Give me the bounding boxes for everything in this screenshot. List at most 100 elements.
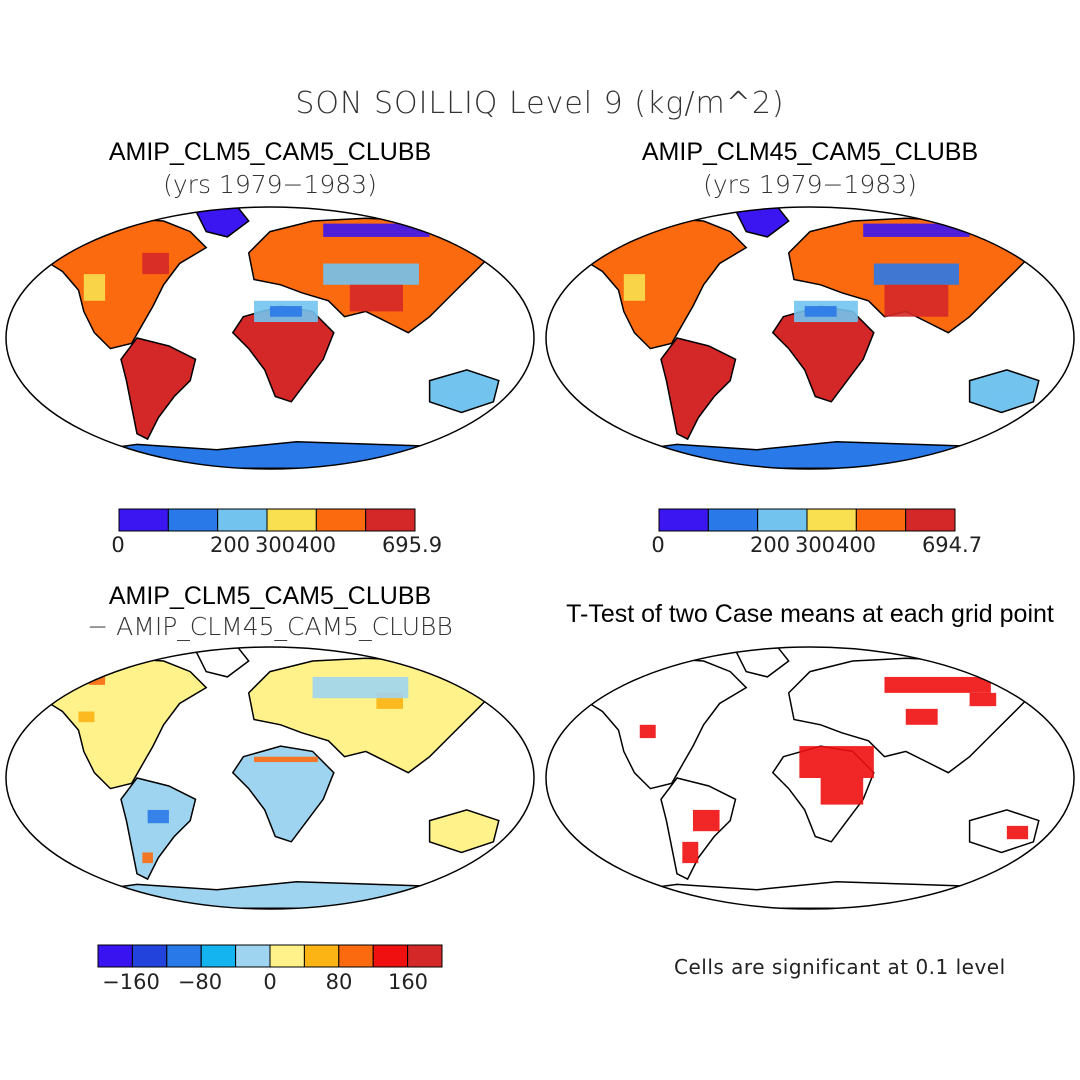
- map-border: [5, 646, 535, 910]
- panel-1-colorbar: [118, 508, 416, 532]
- value-patch: [323, 263, 419, 285]
- value-patch: [142, 252, 169, 275]
- colorbar-tick-label: 0: [651, 533, 665, 557]
- panel-1-colorbar-labels: 0 200 300 400 695.9: [0, 533, 540, 563]
- colorbar-swatch: [166, 944, 202, 968]
- colorbar-tick-label: −160: [102, 970, 160, 994]
- colorbar-swatch: [118, 508, 169, 532]
- panel-4-title: T-Test of two Case means at each grid po…: [566, 600, 1054, 628]
- colorbar-swatch: [855, 508, 907, 532]
- colorbar-swatch: [905, 508, 956, 532]
- colorbar-swatch: [235, 944, 271, 968]
- panel-3-title: AMIP_CLM5_CAM5_CLUBB: [108, 582, 432, 610]
- value-patch: [820, 778, 864, 805]
- colorbar-tick-label: 200: [209, 533, 251, 557]
- colorbar-swatch: [217, 508, 268, 532]
- landmass-namerica: [40, 657, 208, 790]
- colorbar-swatch: [131, 944, 168, 968]
- landmass-antarctica: [56, 440, 501, 469]
- value-patch: [810, 327, 864, 354]
- colorbar-tick-label: 200: [749, 533, 791, 557]
- colorbar-tick-label: 300: [254, 533, 296, 557]
- colorbar-swatch: [200, 944, 237, 968]
- map-border: [5, 206, 535, 470]
- colorbar-tick-label: 300: [794, 533, 836, 557]
- significance-note: Cells are significant at 0.1 level: [674, 955, 1006, 979]
- colorbar-tick-label: 694.7: [921, 533, 983, 557]
- panel-2-title: AMIP_CLM45_CAM5_CLUBB: [641, 138, 979, 166]
- colorbar-swatch: [315, 508, 367, 532]
- colorbar-tick-label: 160: [387, 970, 429, 994]
- value-patch: [623, 274, 646, 301]
- landmass-namerica: [40, 217, 208, 350]
- panel-2-colorbar-labels: 0 200 300 400 694.7: [540, 533, 1080, 563]
- value-patch: [884, 676, 991, 693]
- value-patch: [254, 756, 318, 763]
- landmass-greenland: [194, 647, 250, 678]
- colorbar-swatch: [757, 508, 808, 532]
- landmass-greenland: [734, 647, 790, 678]
- value-patch: [969, 692, 997, 707]
- value-patch: [692, 809, 720, 832]
- map-border: [545, 646, 1075, 910]
- panel-3-colorbar-labels: −160 −80 0 80 160: [0, 970, 540, 1000]
- colorbar-swatch: [338, 944, 374, 968]
- value-patch: [1006, 825, 1029, 840]
- colorbar-swatch: [167, 508, 219, 532]
- value-patch: [639, 724, 656, 739]
- value-patch: [682, 841, 699, 864]
- landmass-greenland: [194, 207, 250, 238]
- value-patch: [905, 708, 938, 725]
- landmass-antarctica: [596, 880, 1041, 909]
- value-patch: [323, 223, 430, 237]
- value-patch: [349, 284, 403, 312]
- value-patch: [142, 852, 153, 864]
- colorbar-swatch: [365, 508, 416, 532]
- colorbar-swatch: [707, 508, 759, 532]
- panel-1-subtitle: (yrs 1979−1983): [163, 170, 377, 199]
- value-patch: [312, 676, 409, 699]
- colorbar-swatch: [806, 508, 857, 532]
- landmass-namerica: [580, 217, 748, 350]
- colorbar-tick-label: −80: [177, 970, 223, 994]
- colorbar-tick-label: 400: [835, 533, 877, 557]
- value-patch: [89, 676, 106, 685]
- value-patch: [248, 322, 313, 344]
- panel-3-map: [5, 646, 535, 910]
- panel-2-colorbar: [658, 508, 956, 532]
- colorbar-swatch: [658, 508, 709, 532]
- colorbar-swatch: [372, 944, 409, 968]
- map-border: [545, 206, 1075, 470]
- colorbar-swatch: [407, 944, 443, 968]
- value-patch: [804, 306, 837, 317]
- panel-3-colorbar: [97, 944, 443, 968]
- colorbar-tick-label: 400: [295, 533, 337, 557]
- landmass-australia: [968, 809, 1040, 854]
- value-patch: [147, 809, 169, 824]
- colorbar-swatch: [303, 944, 340, 968]
- colorbar-tick-label: 0: [111, 533, 125, 557]
- value-patch: [83, 274, 106, 301]
- figure-title: SON SOILLIQ Level 9 (kg/m^2): [295, 86, 785, 121]
- colorbar-swatch: [269, 944, 305, 968]
- panel-1-title: AMIP_CLM5_CAM5_CLUBB: [108, 138, 432, 166]
- value-patch: [863, 223, 970, 237]
- value-patch: [450, 391, 483, 405]
- colorbar-swatch: [266, 508, 317, 532]
- landmass-namerica: [580, 657, 748, 790]
- panel-1-map: [5, 206, 535, 470]
- value-patch: [990, 391, 1023, 405]
- landmass-antarctica: [56, 880, 501, 909]
- landmass-greenland: [734, 207, 790, 238]
- landmass-eurasia: [247, 657, 495, 774]
- landmass-samerica: [660, 337, 737, 441]
- landmass-australia: [428, 809, 500, 854]
- panel-2-map: [545, 206, 1075, 470]
- landmass-samerica: [120, 337, 197, 441]
- value-patch: [873, 263, 959, 285]
- landmass-africa: [231, 745, 335, 843]
- landmass-samerica: [120, 777, 197, 881]
- colorbar-swatch: [97, 944, 133, 968]
- panel-2-subtitle: (yrs 1979−1983): [703, 170, 917, 199]
- value-patch: [270, 306, 302, 317]
